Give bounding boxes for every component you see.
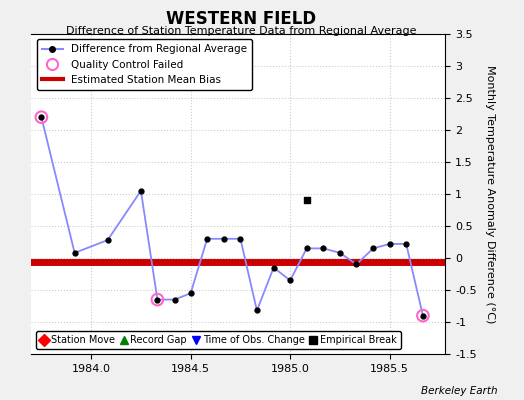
Point [302, 197, 311, 204]
Text: Difference of Station Temperature Data from Regional Average: Difference of Station Temperature Data f… [66, 26, 416, 36]
Point [37, 114, 46, 120]
Text: WESTERN FIELD: WESTERN FIELD [166, 10, 316, 28]
Y-axis label: Monthly Temperature Anomaly Difference (°C): Monthly Temperature Anomaly Difference (… [485, 65, 495, 323]
Point [419, 312, 427, 319]
Point [153, 296, 161, 303]
Legend: Station Move, Record Gap, Time of Obs. Change, Empirical Break: Station Move, Record Gap, Time of Obs. C… [36, 331, 401, 349]
Text: Berkeley Earth: Berkeley Earth [421, 386, 498, 396]
